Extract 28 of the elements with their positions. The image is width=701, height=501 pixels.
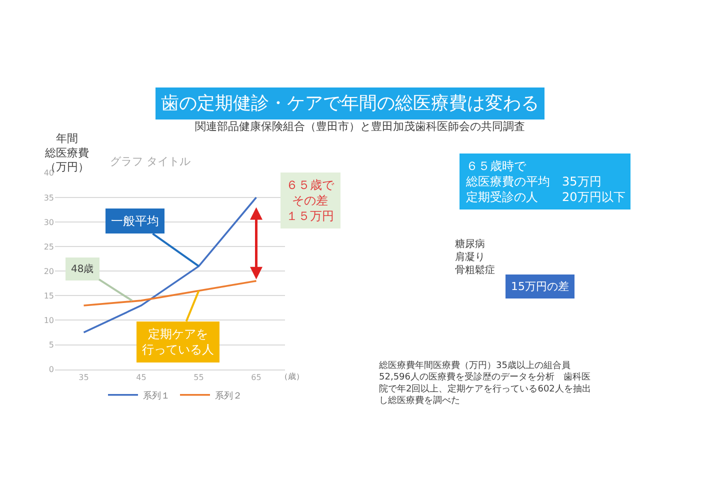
text: 15万円の差 — [511, 280, 569, 293]
annotation: 48歳 — [71, 263, 94, 275]
y-tick-label: 25 — [44, 242, 54, 252]
text: 糖尿病肩凝り骨粗鬆症 — [455, 238, 495, 276]
line-series — [82, 280, 258, 306]
text: ６５歳時で総医療費の平均 35万円定期受診の人 20万円以下 — [465, 159, 626, 204]
text: 総医療費年間医療費（万円）35歳以上の組合員52,596人の医療費を受診歴のデータを分析 歯科医院で年2回以上、定期ケアを行っている602人を抽出し総医療費を調べた — [378, 360, 591, 406]
y-tick-label: 35 — [44, 193, 54, 202]
x-axis-title: （歳） — [280, 372, 304, 381]
x-tick-label: 55 — [194, 372, 204, 382]
y-tick-label: 30 — [44, 218, 54, 227]
y-tick-label: 15 — [44, 291, 54, 300]
text: 歯の定期健診・ケアで年間の総医療費は変わる — [161, 93, 539, 114]
x-tick-label: 35 — [78, 372, 89, 382]
annotation: 定期ケアを行っている人 — [142, 327, 214, 357]
y-tick-label: 40 — [44, 168, 54, 178]
legend-label: 系列２ — [215, 390, 242, 402]
y-tick-label: 5 — [48, 340, 54, 350]
x-tick-label: 45 — [136, 372, 146, 382]
y-tick-label: 20 — [44, 266, 54, 276]
text: ６５歳でその差１５万円 — [286, 178, 335, 224]
x-tick-label: 65 — [251, 372, 262, 382]
annotation: 一般平均 — [111, 214, 159, 228]
y-tick-label: 0 — [48, 365, 54, 374]
legend-label: 系列１ — [143, 390, 170, 402]
y-tick-label: 10 — [44, 316, 54, 326]
text: グラフ タイトル — [110, 155, 190, 168]
text: 関連部品健康保険組合（豊田市）と豊田加茂歯科医師会の共同調査 — [195, 120, 525, 133]
